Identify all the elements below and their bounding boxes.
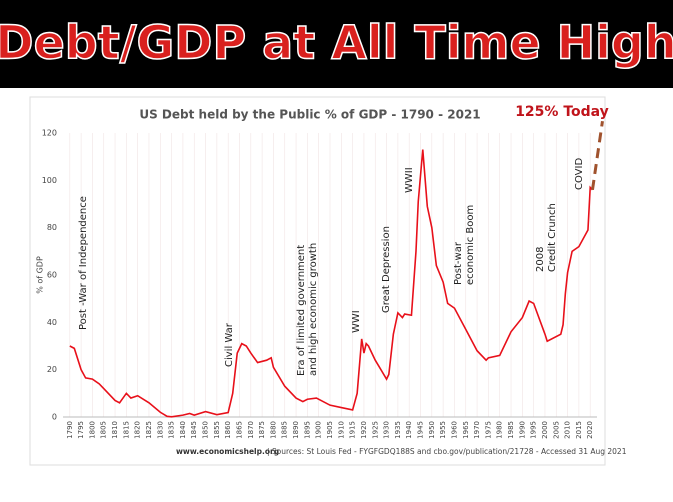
x-tick-label: 1905 [326, 421, 334, 439]
annotation: Great Depression [381, 226, 392, 313]
x-tick-label: 1985 [507, 421, 515, 439]
annotation: WWI [351, 310, 362, 333]
x-tick-label: 1830 [156, 421, 164, 439]
x-tick-label: 1790 [66, 421, 74, 439]
x-tick-label: 1800 [88, 421, 96, 439]
x-tick-label: 1810 [111, 421, 119, 439]
x-tick-label: 1820 [134, 421, 142, 439]
x-tick-label: 1935 [394, 421, 402, 439]
x-tick-label: 1835 [168, 421, 176, 439]
x-tick-label: 2015 [575, 421, 583, 439]
source-text: | Sources: St Louis Fed - FYGFGDQ188S an… [267, 447, 627, 456]
y-axis-label: % of GDP [36, 256, 45, 294]
x-tick-label: 1895 [303, 421, 311, 439]
annotation: Civil War [224, 322, 235, 367]
annotation: Credit Crunch [547, 203, 558, 272]
x-tick-label: 1900 [315, 421, 323, 439]
x-tick-label: 1965 [462, 421, 470, 439]
x-tick-label: 1875 [258, 421, 266, 439]
x-tick-label: 1855 [213, 421, 221, 439]
x-tick-label: 1930 [383, 421, 391, 439]
x-tick-label: 1850 [202, 421, 210, 439]
y-tick-label: 60 [47, 271, 57, 280]
y-tick-label: 0 [52, 413, 57, 422]
annotation: COVID [574, 158, 585, 190]
annotation: economic Boom [465, 205, 476, 285]
x-tick-label: 1890 [292, 421, 300, 439]
y-tick-label: 100 [42, 176, 57, 185]
debt-line [69, 149, 594, 418]
x-tick-label: 1885 [281, 421, 289, 439]
x-tick-label: 1940 [405, 421, 413, 439]
x-tick-label: 1915 [349, 421, 357, 439]
x-tick-label: 1995 [530, 421, 538, 439]
y-tick-label: 120 [42, 129, 57, 138]
x-tick-label: 1825 [145, 421, 153, 439]
x-tick-label: 1980 [496, 421, 504, 439]
annotation: Post-war [453, 241, 464, 285]
x-tick-label: 1910 [337, 421, 345, 439]
x-tick-label: 1865 [235, 421, 243, 439]
annotation: 2008 [535, 247, 546, 272]
x-tick-label: 2000 [541, 421, 549, 439]
x-tick-label: 1925 [371, 421, 379, 439]
x-tick-label: 1840 [179, 421, 187, 439]
x-tick-label: 1805 [100, 421, 108, 439]
x-tick-label: 1870 [247, 421, 255, 439]
projection-label: 125% Today [515, 104, 609, 120]
x-tick-label: 1795 [77, 421, 85, 439]
x-tick-label: 1955 [439, 421, 447, 439]
y-tick-label: 20 [47, 365, 57, 374]
banner-bg [0, 0, 673, 88]
banner-title: Debt/GDP at All Time High [0, 16, 673, 70]
annotation: Post -War of Independence [78, 196, 89, 330]
x-tick-label: 1845 [190, 421, 198, 439]
x-tick-label: 1970 [473, 421, 481, 439]
chart-title: US Debt held by the Public % of GDP - 17… [139, 108, 480, 122]
x-tick-label: 1950 [428, 421, 436, 439]
x-tick-label: 2005 [552, 421, 560, 439]
projection-line [590, 120, 604, 191]
x-tick-label: 2010 [564, 421, 572, 439]
annotation: and high economic growth [308, 243, 319, 376]
x-tick-label: 1815 [122, 421, 130, 439]
chart-frame [29, 96, 606, 466]
x-tick-label: 1975 [484, 421, 492, 439]
x-tick-label: 1880 [269, 421, 277, 439]
annotation: WWII [404, 167, 415, 193]
x-tick-label: 1945 [417, 421, 425, 439]
x-tick-label: 1990 [518, 421, 526, 439]
x-tick-label: 1960 [450, 421, 458, 439]
x-tick-label: 1860 [224, 421, 232, 439]
annotation: Era of limited government [296, 245, 307, 376]
source-site: www.economicshelp.org [176, 447, 279, 456]
y-tick-label: 40 [47, 318, 57, 327]
x-tick-label: 2020 [586, 421, 594, 439]
x-tick-label: 1920 [360, 421, 368, 439]
y-tick-label: 80 [47, 223, 57, 232]
